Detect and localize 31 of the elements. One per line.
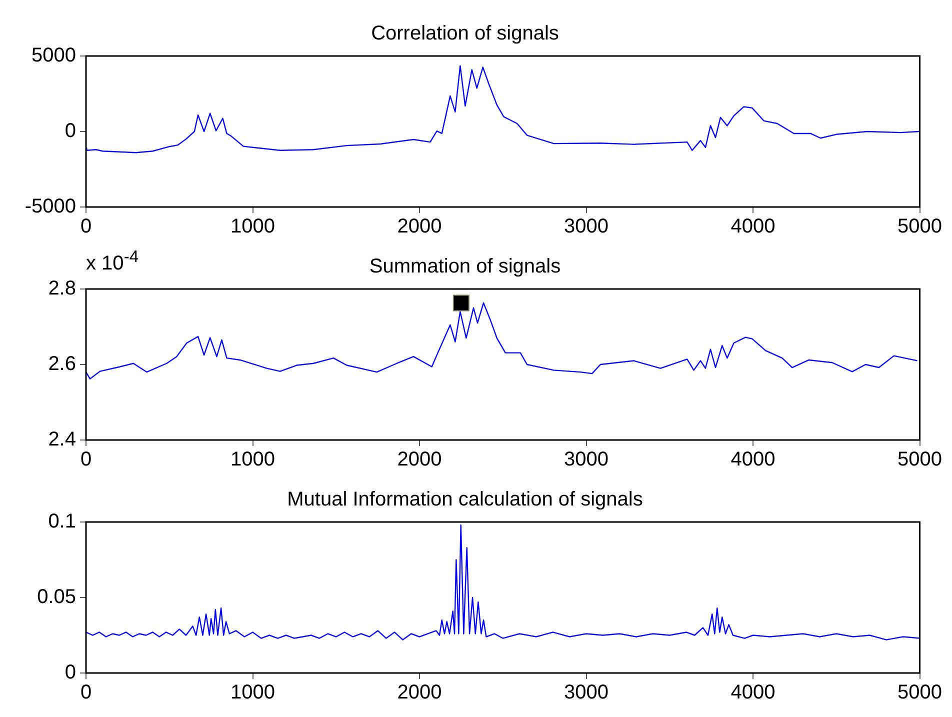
x-tick-label: 4000 [730, 216, 776, 238]
x-tick-label: 5000 [898, 682, 942, 704]
x-tick-label: 3000 [564, 682, 608, 704]
y-tick-label: 2.4 [48, 428, 76, 451]
x-tick-label: 2000 [397, 448, 442, 471]
text: x 10$^{-4}$ [86, 247, 139, 276]
x-tick-label: 3000 [564, 448, 608, 471]
x-tick-label: 4000 [730, 682, 776, 704]
x-tick-label: 3000 [564, 216, 608, 238]
x-tick-label: 1000 [230, 448, 275, 471]
y-tick-label: 0 [64, 662, 76, 684]
y-tick-label: 0.1 [48, 510, 76, 533]
chart-title: Mutual Information calculation of signals [287, 488, 643, 511]
x-tick-label: 5000 [898, 216, 942, 238]
x-tick-label: 1000 [230, 216, 275, 238]
y-tick-label: 0 [64, 120, 76, 142]
x-tick-label: 5000 [898, 448, 942, 471]
x-tick-label: 0 [80, 216, 92, 238]
chart-title: Summation of signals [369, 256, 561, 278]
y-tick-label: 2.6 [48, 353, 76, 376]
x-tick-label: 0 [80, 682, 92, 704]
y-tick-label: -5000 [24, 196, 76, 218]
y-tick-label: 0.05 [37, 586, 76, 608]
x-tick-label: 2000 [397, 682, 442, 704]
x-tick-label: 0 [80, 448, 92, 471]
y-tick-label: 5000 [32, 44, 76, 67]
chart-title: Correlation of signals [371, 22, 559, 45]
y-tick-label: 2.8 [48, 278, 76, 300]
x-tick-label: 1000 [230, 682, 275, 704]
x-tick-label: 2000 [397, 216, 442, 238]
x-tick-label: 4000 [730, 448, 776, 471]
